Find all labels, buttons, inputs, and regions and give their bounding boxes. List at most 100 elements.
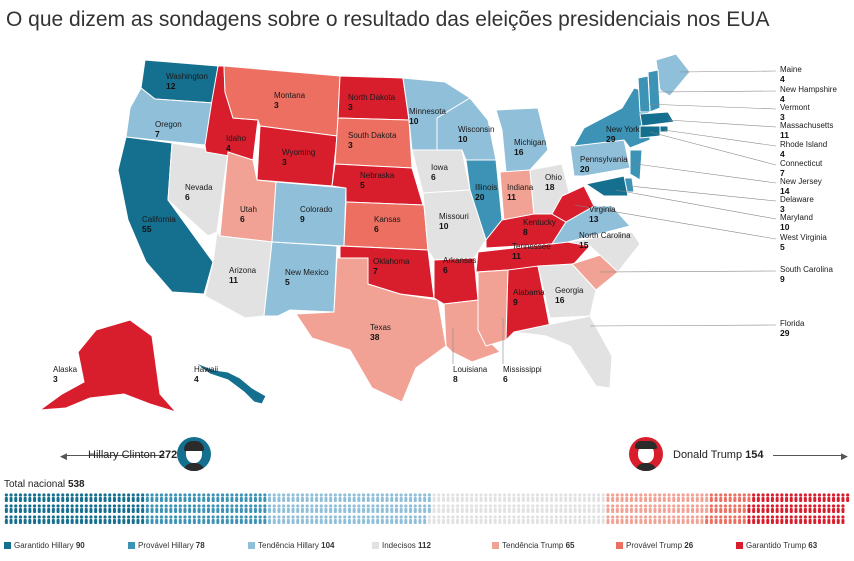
state-name-nevada: Nevada (185, 183, 213, 192)
state-name-new-mexico: New Mexico (285, 268, 329, 277)
legend-item-garantido-hillary: Garantido Hillary 90 (4, 541, 85, 550)
legend-value: 104 (321, 541, 335, 550)
vote-figure (394, 515, 399, 524)
vote-figure (761, 493, 765, 502)
vote-figure (37, 504, 41, 513)
state-new-york[interactable] (573, 87, 651, 149)
state-colorado[interactable] (271, 181, 347, 247)
vote-figure (700, 504, 704, 513)
state-south-dakota[interactable] (334, 117, 413, 169)
vote-figure (206, 493, 211, 502)
state-name-west-virginia: West Virginia (780, 233, 827, 242)
trump-label: Donald Trump 154 (673, 449, 764, 461)
vote-figure (141, 515, 145, 524)
state-north-carolina[interactable] (567, 231, 641, 273)
state-maine[interactable] (655, 53, 691, 97)
state-massachusetts[interactable] (639, 111, 675, 127)
vote-figure (667, 493, 671, 502)
state-new-mexico[interactable] (263, 241, 338, 317)
state-rhode-island[interactable] (659, 125, 669, 133)
vote-figure (314, 515, 319, 524)
vote-figure (841, 504, 845, 513)
vote-figure (662, 515, 666, 524)
vote-figure (564, 515, 568, 524)
leader-line (599, 270, 777, 273)
vote-figure (244, 493, 248, 502)
state-votes-west-virginia: 5 (780, 242, 785, 252)
state-name-oklahoma: Oklahoma (373, 257, 410, 266)
vote-figure (145, 493, 149, 502)
state-alaska[interactable] (38, 319, 178, 414)
vote-figure (488, 515, 493, 524)
vote-figure (296, 515, 300, 524)
state-kansas[interactable] (343, 201, 429, 251)
state-hawaii[interactable] (193, 361, 267, 405)
state-florida[interactable] (513, 315, 613, 389)
vote-figure (827, 515, 831, 524)
state-votes-wisconsin: 10 (458, 134, 468, 144)
state-arizona[interactable] (204, 230, 273, 319)
state-maryland[interactable] (584, 175, 629, 197)
vote-figure (780, 493, 784, 502)
vote-figure (770, 504, 775, 513)
vote-figure (620, 504, 624, 513)
state-mississippi[interactable] (477, 269, 509, 347)
vote-figure (775, 515, 779, 524)
vote-figure (846, 493, 850, 502)
vote-figure (131, 504, 135, 513)
state-texas[interactable] (295, 257, 447, 403)
state-west-virginia[interactable] (551, 185, 595, 223)
vote-figure (455, 493, 460, 502)
vote-figure (51, 515, 55, 524)
vote-figure (173, 504, 178, 513)
vote-figure (662, 504, 666, 513)
vote-figure (639, 515, 643, 524)
state-name-kansas: Kansas (374, 215, 401, 224)
vote-figure (709, 504, 713, 513)
vote-figure (441, 493, 446, 502)
legend-item-provavel-hillary: Provável Hillary 78 (128, 541, 205, 550)
vote-figure (122, 515, 126, 524)
vote-figure (766, 515, 770, 524)
vote-figure (141, 504, 145, 513)
vote-figure (305, 515, 309, 524)
vote-figure (282, 515, 286, 524)
vote-figure (263, 493, 267, 502)
vote-figure (220, 504, 225, 513)
legend-swatch (492, 542, 499, 549)
vote-figure (827, 493, 831, 502)
vote-figure (517, 504, 521, 513)
vote-figure (117, 504, 121, 513)
vote-figure (343, 493, 347, 502)
vote-figure (752, 493, 756, 502)
vote-figure (789, 504, 793, 513)
vote-figure (601, 515, 605, 524)
vote-figure (564, 493, 568, 502)
state-indiana[interactable] (499, 169, 535, 223)
vote-figure (817, 515, 822, 524)
vote-figure (629, 493, 634, 502)
vote-figure (479, 515, 483, 524)
vote-figure (291, 515, 295, 524)
state-new-jersey[interactable] (629, 149, 643, 181)
state-georgia[interactable] (537, 263, 597, 319)
state-name-wisconsin: Wisconsin (458, 125, 494, 134)
vote-figure (145, 504, 149, 513)
vote-figure (28, 493, 32, 502)
state-name-arkansas: Arkansas (443, 256, 476, 265)
vote-figure (460, 504, 464, 513)
vote-figure (573, 493, 577, 502)
vote-figure (719, 515, 723, 524)
vote-figure (606, 504, 610, 513)
vote-figure (267, 493, 272, 502)
state-votes-georgia: 16 (555, 295, 565, 305)
vote-figure (263, 515, 267, 524)
trump-name: Donald Trump (673, 449, 743, 461)
state-vermont[interactable] (637, 75, 651, 113)
vote-figure (836, 504, 840, 513)
trump-votes: 154 (745, 449, 764, 461)
state-votes-minnesota: 10 (409, 116, 419, 126)
state-name-wyoming: Wyoming (282, 148, 315, 157)
vote-figure (427, 493, 431, 502)
